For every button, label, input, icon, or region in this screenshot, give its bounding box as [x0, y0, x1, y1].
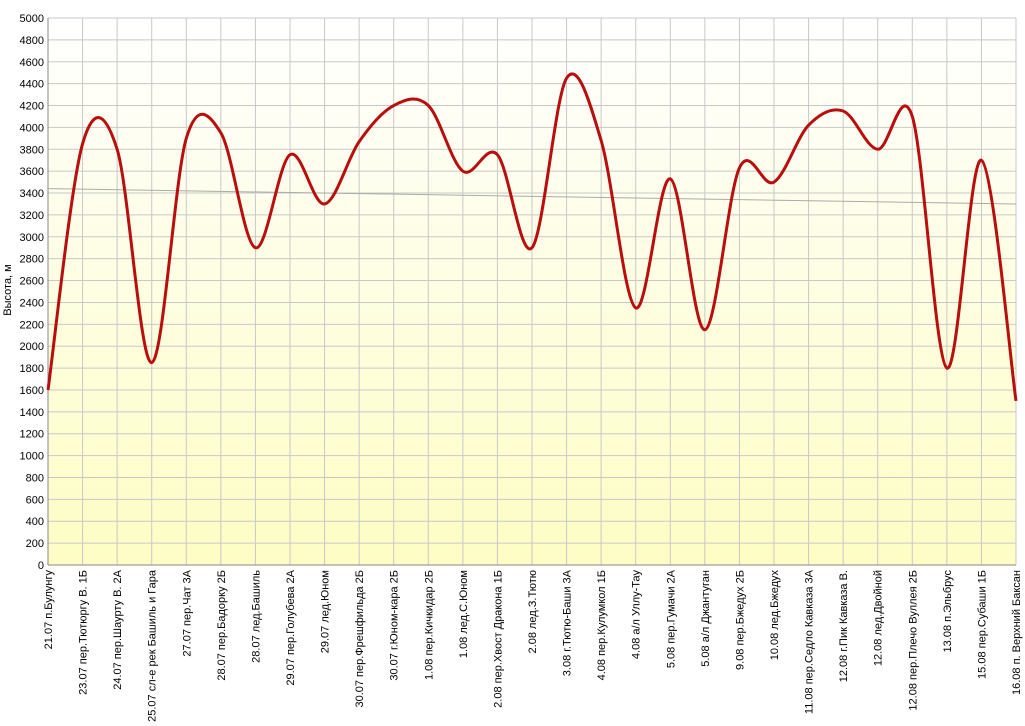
x-tick-label: 5.08 пер.Гумачи 2А	[665, 569, 677, 668]
x-tick-label: 9.08 пер.Бжедух 2Б	[734, 570, 746, 670]
y-tick-label: 400	[26, 516, 44, 528]
x-tick-label: 27.07 пер.Чат 3А	[181, 569, 193, 656]
x-tick-label: 24.07 пер.Шаурту В. 2А	[112, 569, 124, 689]
x-tick-label: 10.08 лед.Бжедух	[769, 570, 781, 661]
y-tick-label: 4400	[20, 79, 44, 91]
y-tick-label: 2400	[20, 297, 44, 309]
y-tick-label: 2600	[20, 276, 44, 288]
x-tick-label: 28.07 лед.Башиль	[250, 570, 262, 663]
y-tick-label: 4000	[20, 122, 44, 134]
y-tick-label: 2000	[20, 341, 44, 353]
x-tick-label: 5.08 а/л Джантуган	[700, 570, 712, 667]
y-tick-label: 800	[26, 472, 44, 484]
x-tick-label: 11.08 пер.Седло Кавказа 3А	[804, 569, 816, 714]
x-tick-label: 12.08 г.Пик Кавказа В.	[838, 570, 850, 682]
y-tick-label: 0	[38, 560, 44, 572]
y-tick-label: 3600	[20, 166, 44, 178]
y-tick-label: 600	[26, 494, 44, 506]
y-tick-label: 4200	[20, 101, 44, 113]
x-tick-label: 25.07 сл-е рек Башиль и Гара	[147, 569, 159, 722]
x-tick-label: 3.08 г.Тютю-Баши 3А	[562, 569, 574, 676]
x-tick-label: 16.08 п. Верхний Баксан	[1011, 570, 1023, 695]
x-tick-label: 29.07 лед.Юном	[320, 570, 332, 653]
y-tick-label: 1800	[20, 363, 44, 375]
x-tick-label: 1.08 пер.Кичкидар 2Б	[423, 570, 435, 680]
x-tick-label: 30.07 пер.Фрешфильда 2Б	[354, 570, 366, 708]
x-tick-label: 13.08 п.Эльбрус	[942, 570, 954, 653]
y-tick-label: 4600	[20, 57, 44, 69]
y-tick-label: 3000	[20, 232, 44, 244]
y-tick-label: 1000	[20, 451, 44, 463]
x-tick-label: 4.08 а/л Уллу-Тау	[631, 570, 643, 660]
y-tick-label: 4800	[20, 35, 44, 47]
y-tick-label: 1400	[20, 407, 44, 419]
x-tick-label: 12.08 лед.Двойной	[873, 570, 885, 666]
x-tick-label: 21.07 п.Булунгу	[43, 570, 55, 650]
y-tick-label: 2200	[20, 319, 44, 331]
y-tick-label: 3400	[20, 188, 44, 200]
y-tick-label: 1600	[20, 385, 44, 397]
x-tick-label: 2.08 лед.З.Тютю	[527, 570, 539, 653]
x-tick-label: 2.08 пер.Хвост Дракона 1Б	[492, 570, 504, 708]
y-tick-label: 1200	[20, 429, 44, 441]
y-axis-title: Высота, м	[2, 264, 14, 315]
x-tick-label: 28.07 пер.Бадорку 2Б	[216, 570, 228, 681]
y-tick-label: 200	[26, 538, 44, 550]
y-tick-label: 2800	[20, 254, 44, 266]
x-tick-label: 15.08 пер.Субаши 1Б	[976, 570, 988, 679]
series-line	[46, 72, 1018, 402]
x-tick-label: 4.08 пер.Кулумкол 1Б	[596, 570, 608, 680]
x-tick-label: 30.07 г.Юном-кара 2Б	[389, 570, 401, 681]
x-tick-label: 1.08 лед.С.Юном	[458, 570, 470, 658]
trend-line	[47, 188, 1017, 205]
y-tick-label: 5000	[20, 13, 44, 25]
x-tick-label: 12.08 пер.Плечо Вуллея 2Б	[907, 570, 919, 711]
y-tick-label: 3800	[20, 144, 44, 156]
x-tick-label: 23.07 пер.Тютюргу В. 1Б	[78, 570, 90, 695]
x-tick-label: 29.07 пер.Голубева 2А	[285, 569, 297, 685]
y-tick-label: 3200	[20, 210, 44, 222]
